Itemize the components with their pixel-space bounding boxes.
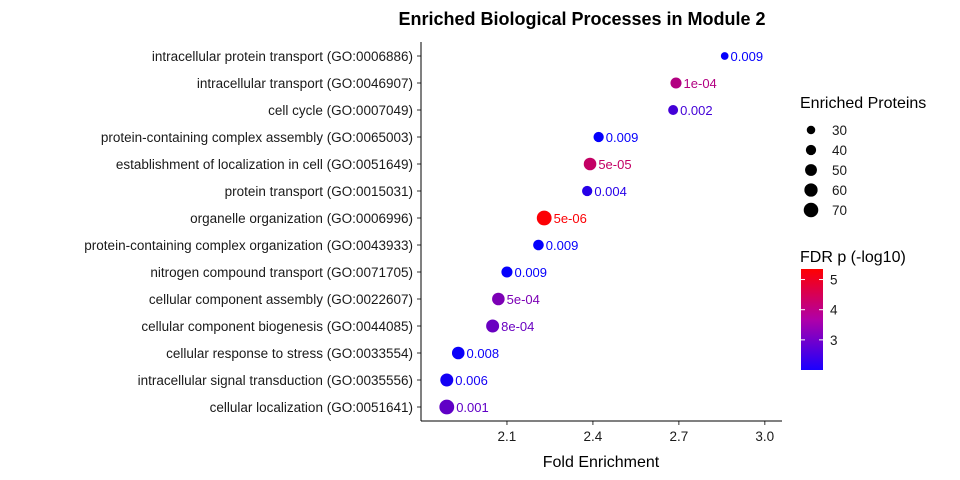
data-point [670, 77, 682, 89]
size-legend-key [803, 202, 819, 218]
y-tick-label: cellular component biogenesis (GO:004408… [141, 319, 413, 334]
data-point [492, 292, 505, 306]
size-legend-key [805, 164, 817, 176]
data-label: 8e-04 [501, 319, 534, 334]
data-label: 5e-05 [598, 157, 631, 172]
data-point [720, 52, 729, 60]
size-legend: 30 40 50 60 70 [803, 123, 847, 218]
data-point [668, 105, 679, 115]
y-tick-label: cellular localization (GO:0051641) [210, 400, 413, 415]
y-tick-label: nitrogen compound transport (GO:0071705) [150, 265, 413, 280]
color-legend-bar [801, 269, 823, 370]
data-label: 0.009 [514, 265, 547, 280]
color-legend-title: FDR p (-log10) [800, 249, 906, 266]
y-tick-label: intracellular protein transport (GO:0006… [152, 49, 413, 64]
y-tick-label: protein transport (GO:0015031) [225, 184, 413, 199]
y-axis-tick-labels: intracellular protein transport (GO:0006… [84, 49, 421, 415]
x-axis-label: Fold Enrichment [543, 454, 660, 471]
y-tick-label: intracellular transport (GO:0046907) [197, 76, 413, 91]
data-point [439, 399, 455, 415]
data-points [439, 52, 729, 415]
data-label: 0.002 [680, 103, 713, 118]
data-label: 5e-06 [554, 211, 587, 226]
x-tick-label: 2.1 [498, 429, 517, 444]
color-legend-tick-label: 4 [830, 303, 838, 318]
data-labels: 0.009 1e-04 0.002 0.009 5e-05 0.004 5e-06 0.009… [455, 49, 763, 415]
size-legend-label: 60 [832, 183, 847, 198]
y-tick-label: intracellular signal transduction (GO:00… [138, 373, 413, 388]
data-label: 0.008 [467, 346, 500, 361]
data-point [486, 319, 500, 333]
y-tick-label: cell cycle (GO:0007049) [268, 103, 413, 118]
x-tick-label: 3.0 [755, 429, 774, 444]
y-tick-label: cellular response to stress (GO:0033554) [166, 346, 413, 361]
x-axis-ticks: 2.1 2.4 2.7 3.0 [498, 421, 774, 444]
size-legend-label: 30 [832, 123, 847, 138]
data-point [582, 185, 593, 197]
data-point [583, 157, 597, 171]
data-label: 1e-04 [684, 76, 717, 91]
color-legend-tick-label: 5 [830, 273, 838, 288]
data-point [440, 373, 454, 387]
data-label: 0.001 [456, 400, 489, 415]
data-label: 0.006 [455, 373, 488, 388]
data-label: 0.004 [594, 184, 627, 199]
size-legend-label: 40 [832, 143, 847, 158]
data-point [536, 210, 552, 226]
x-tick-label: 2.7 [669, 429, 688, 444]
data-point [593, 131, 604, 143]
color-legend-tick-label: 3 [830, 333, 838, 348]
size-legend-key [806, 125, 816, 135]
y-tick-label: establishment of localization in cell (G… [116, 157, 413, 172]
data-point [501, 266, 513, 278]
size-legend-label: 50 [832, 163, 847, 178]
x-tick-label: 2.4 [584, 429, 603, 444]
color-legend-ticks: 3 4 5 [801, 273, 838, 348]
size-legend-label: 70 [832, 203, 847, 218]
y-tick-label: organelle organization (GO:0006996) [190, 211, 413, 226]
size-legend-key [805, 144, 817, 156]
data-point [451, 346, 465, 360]
data-label: 5e-04 [507, 292, 540, 307]
data-label: 0.009 [546, 238, 579, 253]
y-tick-label: protein-containing complex assembly (GO:… [101, 130, 413, 145]
y-tick-label: cellular component assembly (GO:0022607) [149, 292, 413, 307]
chart-title: Enriched Biological Processes in Module … [398, 9, 765, 29]
data-point [533, 239, 544, 251]
data-label: 0.009 [606, 130, 639, 145]
size-legend-title: Enriched Proteins [800, 95, 926, 112]
y-tick-label: protein-containing complex organization … [84, 238, 413, 253]
size-legend-key [804, 183, 818, 197]
data-label: 0.009 [731, 49, 764, 64]
